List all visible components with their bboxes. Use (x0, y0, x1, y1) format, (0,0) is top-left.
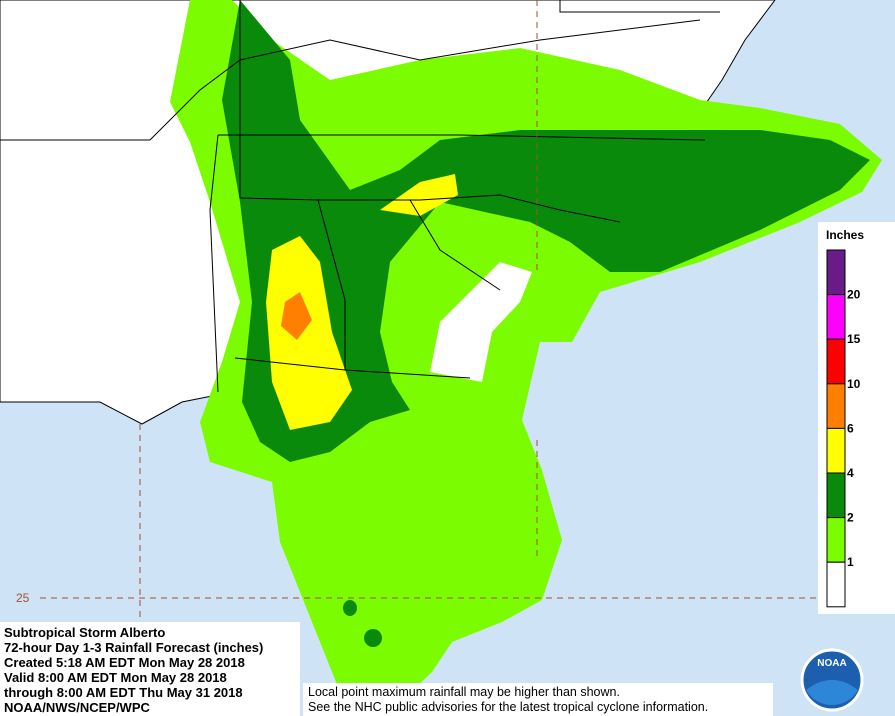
notes: Local point maximum rainfall may be high… (308, 685, 708, 714)
legend-swatch (826, 561, 846, 608)
legend-swatch (826, 472, 846, 519)
state-borders (0, 0, 720, 393)
info-line: NOAA/NWS/NCEP/WPC (4, 700, 151, 715)
legend-swatch (826, 294, 846, 340)
legend-label: 4 (847, 466, 854, 480)
rain-2-inch (364, 629, 382, 647)
legend-label: 20 (847, 288, 861, 302)
rain-2-inch (343, 600, 357, 616)
rain-4-inch (380, 174, 458, 216)
state-border (234, 357, 471, 379)
legend-swatch (826, 517, 846, 563)
legend-swatch (826, 249, 846, 296)
state-border (317, 199, 346, 370)
state-border (559, 0, 720, 13)
legend-label: 10 (847, 377, 861, 391)
info-line: Valid 8:00 AM EDT Mon May 28 2018 (4, 670, 227, 685)
state-border (209, 134, 219, 393)
state-border (0, 19, 701, 141)
state-border (218, 134, 706, 141)
info-line: through 8:00 AM EDT Thu May 31 2018 (4, 685, 243, 700)
info-box (0, 622, 300, 716)
legend-label: 2 (847, 511, 854, 525)
info-line: Subtropical Storm Alberto (4, 625, 165, 640)
legend-label: 1 (847, 555, 854, 569)
state-border (239, 194, 621, 223)
noaa-logo-text: NOAA (817, 658, 846, 669)
note-line: Local point maximum rainfall may be high… (308, 685, 620, 699)
note-line: See the NHC public advisories for the la… (308, 700, 708, 714)
legend-label: 6 (847, 421, 854, 435)
legend-title: Inches (826, 228, 864, 242)
legend-label: 15 (847, 332, 861, 346)
legend: 20 15 10 6 4 2 1 (826, 249, 861, 608)
legend-swatch (826, 383, 846, 429)
legend-swatch (826, 427, 846, 474)
rain-4-inch (266, 236, 352, 430)
info-line: Created 5:18 AM EDT Mon May 28 2018 (4, 655, 245, 670)
noaa-logo-wave (806, 680, 858, 706)
latitude-label: 25 (16, 591, 30, 605)
rain-below-1 (430, 262, 532, 382)
info-line: 72-hour Day 1-3 Rainfall Forecast (inche… (4, 640, 263, 655)
rain-6-inch (281, 292, 312, 340)
state-border (409, 199, 501, 291)
notes-box (303, 683, 773, 716)
legend-swatch (826, 338, 846, 385)
